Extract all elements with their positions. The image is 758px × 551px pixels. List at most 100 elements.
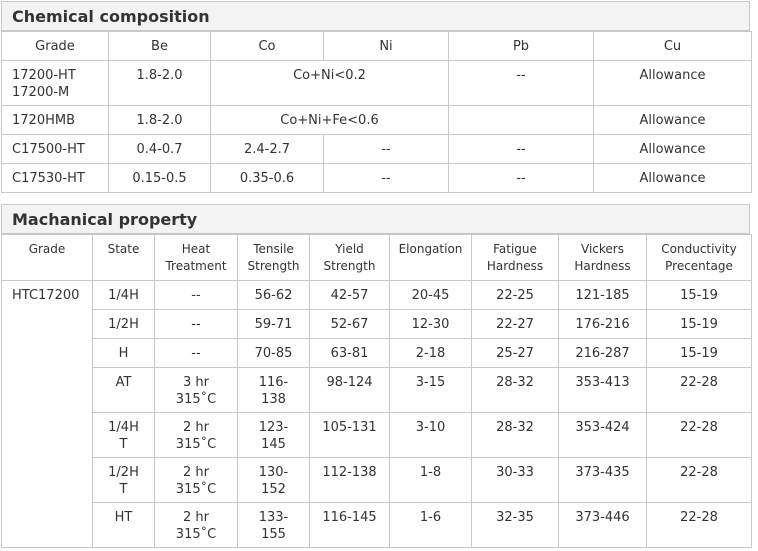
heat-treatment-cell: --	[154, 338, 238, 368]
heat-treatment-cell-line: 315˚C	[175, 437, 217, 452]
state-cell: 1/2H T	[92, 457, 155, 503]
yield-strength-cell: 105-131	[309, 412, 390, 458]
yield-strength-cell: 112-138	[309, 457, 390, 503]
be-cell: 1.8-2.0	[108, 105, 211, 135]
tensile-strength-cell-line: 56-62	[254, 288, 293, 303]
column-header-heat-treatment: Heat Treatment	[154, 234, 238, 281]
grade-line: 17200-M	[12, 85, 70, 100]
tensile-strength-cell-line: 138	[261, 392, 286, 407]
state-cell-line: 1/4H	[108, 288, 139, 303]
ni-cell: --	[323, 134, 449, 164]
tensile-strength-cell-line: 70-85	[254, 346, 293, 361]
column-header-line: Yield	[335, 242, 364, 256]
state-cell-line: AT	[115, 375, 132, 390]
vickers-hardness-cell: 353-413	[558, 367, 647, 413]
tensile-strength-cell: 59-71	[237, 309, 310, 339]
heat-treatment-cell-line: 315˚C	[175, 482, 217, 497]
table-header-row: Grade Be Co Ni Pb Cu	[1, 31, 752, 61]
vickers-hardness-cell: 373-435	[558, 457, 647, 503]
tensile-strength-cell: 123- 145	[237, 412, 310, 458]
heat-treatment-cell-line: 2 hr	[183, 420, 209, 435]
column-header-tensile-strength: Tensile Strength	[237, 234, 310, 281]
tensile-strength-cell-line: 145	[261, 437, 286, 452]
state-cell: 1/2H	[92, 309, 155, 339]
column-header-be: Be	[108, 31, 211, 61]
column-header-line: Hardness	[486, 259, 544, 273]
heat-treatment-cell: 2 hr 315˚C	[154, 502, 238, 548]
co-cell: 0.35-0.6	[210, 163, 324, 193]
grade-cell: C17530-HT	[1, 163, 109, 193]
table-row: 1/2H T 2 hr 315˚C 130- 152 112-138 1-8 30-33 373-…	[2, 457, 752, 503]
chemical-composition-title: Chemical composition	[12, 7, 210, 26]
column-header-grade: Grade	[1, 234, 93, 281]
column-header-line: State	[107, 242, 140, 256]
column-header-co: Co	[210, 31, 324, 61]
conductivity-cell: 15-19	[646, 338, 752, 368]
heat-treatment-cell-line: 2 hr	[183, 510, 209, 525]
grade-cell: 1720HMB	[1, 105, 109, 135]
heat-treatment-cell-line: --	[191, 317, 201, 332]
column-header-ni: Ni	[323, 31, 449, 61]
yield-strength-cell: 63-81	[309, 338, 390, 368]
be-cell: 0.15-0.5	[108, 163, 211, 193]
elongation-cell: 20-45	[389, 280, 472, 310]
elongation-cell: 3-10	[389, 412, 472, 458]
heat-treatment-cell: --	[154, 280, 238, 310]
chemical-composition-table: Grade Be Co Ni Pb Cu 17200-HT 17200-M 1.…	[1, 31, 752, 193]
tensile-strength-cell-line: 116-	[258, 375, 289, 390]
table-row: 1/2H -- 59-71 52-67 12-30 22-27 176-216 15-19	[2, 309, 752, 339]
fatigue-hardness-cell: 28-32	[471, 367, 559, 413]
conductivity-cell: 22-28	[646, 367, 752, 413]
grade-cell: HTC17200	[1, 280, 93, 548]
heat-treatment-cell: 2 hr 315˚C	[154, 412, 238, 458]
state-cell: 1/4H T	[92, 412, 155, 458]
column-header-pb: Pb	[448, 31, 594, 61]
conductivity-cell: 22-28	[646, 412, 752, 458]
table-row: C17530-HT 0.15-0.5 0.35-0.6 -- -- Allowa…	[1, 163, 752, 193]
fatigue-hardness-cell: 22-25	[471, 280, 559, 310]
vickers-hardness-cell: 121-185	[558, 280, 647, 310]
heat-treatment-cell: --	[154, 309, 238, 339]
state-cell-line: 1/2H	[108, 317, 139, 332]
column-header-state: State	[92, 234, 155, 281]
state-cell: 1/4H	[92, 280, 155, 310]
column-header-line: Treatment	[165, 259, 227, 273]
state-cell-line: H	[118, 346, 129, 361]
fatigue-hardness-cell: 28-32	[471, 412, 559, 458]
heat-treatment-cell: 2 hr 315˚C	[154, 457, 238, 503]
table-row: 1/4H T 2 hr 315˚C 123- 145 105-131 3-10 28-32 353…	[2, 412, 752, 458]
heat-treatment-cell-line: 315˚C	[175, 392, 217, 407]
state-cell-line: 1/2H	[108, 465, 139, 480]
column-header-line: Fatigue	[493, 242, 537, 256]
column-header-elongation: Elongation	[389, 234, 472, 281]
table-header-row: Grade State Heat Treatment Tensile Strength Yi…	[1, 234, 752, 281]
column-header-line: Strength	[323, 259, 376, 273]
state-cell-line: T	[119, 482, 128, 497]
cu-cell: Allowance	[593, 60, 752, 106]
column-header-grade: Grade	[1, 31, 109, 61]
tensile-strength-cell-line: 130-	[258, 465, 289, 480]
elongation-cell: 1-6	[389, 502, 472, 548]
table-row: 17200-HT 17200-M 1.8-2.0 Co+Ni<0.2 -- Al…	[1, 60, 752, 106]
conductivity-cell: 22-28	[646, 502, 752, 548]
column-header-yield-strength: Yield Strength	[309, 234, 390, 281]
co-ni-cell: Co+Ni<0.2	[210, 60, 449, 106]
table-row: 1720HMB 1.8-2.0 Co+Ni+Fe<0.6 Allowance	[1, 105, 752, 135]
table-row: H -- 70-85 63-81 2-18 25-27 216-287 15-19	[2, 338, 752, 368]
pb-cell: --	[448, 163, 594, 193]
mechanical-property-table: Grade State Heat Treatment Tensile Strength Yi…	[1, 234, 752, 548]
tensile-strength-cell-line: 155	[261, 527, 286, 542]
pb-cell: --	[448, 60, 594, 106]
tensile-strength-cell: 133- 155	[237, 502, 310, 548]
column-header-line: Strength	[247, 259, 300, 273]
elongation-cell: 2-18	[389, 338, 472, 368]
vickers-hardness-cell: 216-287	[558, 338, 647, 368]
heat-treatment-cell-line: --	[191, 346, 201, 361]
fatigue-hardness-cell: 30-33	[471, 457, 559, 503]
yield-strength-cell: 116-145	[309, 502, 390, 548]
be-cell: 1.8-2.0	[108, 60, 211, 106]
grade-cell: C17500-HT	[1, 134, 109, 164]
pb-cell	[448, 105, 594, 135]
column-header-fatigue-hardness: Fatigue Hardness	[471, 234, 559, 281]
cu-cell: Allowance	[593, 163, 752, 193]
